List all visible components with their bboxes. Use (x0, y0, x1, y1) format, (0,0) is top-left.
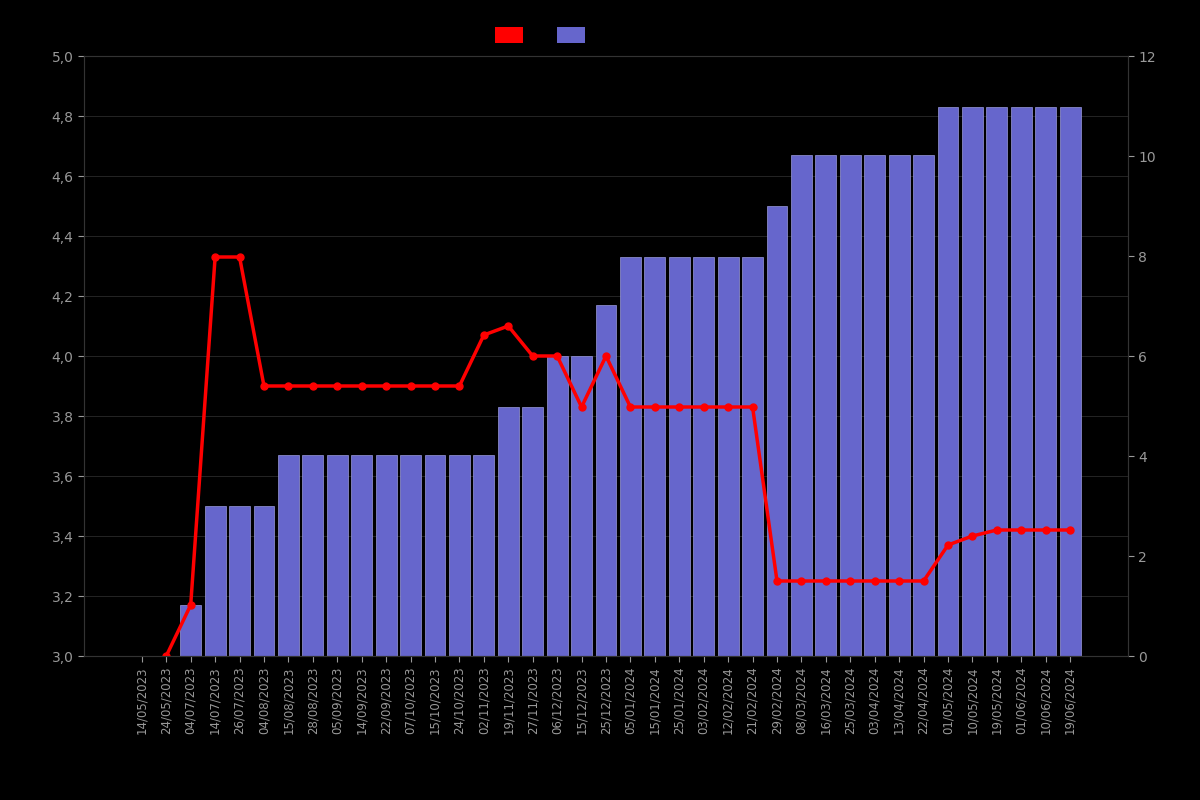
Bar (816, 155, 836, 656)
Bar (791, 155, 812, 656)
Bar (425, 455, 445, 656)
Bar (522, 407, 544, 656)
Bar (986, 107, 1007, 656)
Bar (229, 506, 250, 656)
Bar (278, 455, 299, 656)
Bar (937, 107, 959, 656)
Bar (620, 257, 641, 656)
Bar (571, 356, 592, 656)
Bar (1010, 107, 1032, 656)
Bar (889, 155, 910, 656)
Bar (718, 257, 738, 656)
Bar (400, 455, 421, 656)
Bar (1036, 107, 1056, 656)
Bar (694, 257, 714, 656)
Bar (498, 407, 518, 656)
Legend: , : , (494, 27, 592, 43)
Bar (205, 506, 226, 656)
Bar (352, 455, 372, 656)
Bar (767, 206, 787, 656)
Bar (644, 257, 665, 656)
Bar (547, 356, 568, 656)
Bar (253, 506, 275, 656)
Bar (864, 155, 886, 656)
Bar (742, 257, 763, 656)
Bar (474, 455, 494, 656)
Bar (180, 605, 202, 656)
Bar (962, 107, 983, 656)
Bar (595, 305, 617, 656)
Bar (840, 155, 860, 656)
Bar (449, 455, 470, 656)
Bar (302, 455, 323, 656)
Bar (668, 257, 690, 656)
Bar (376, 455, 396, 656)
Bar (326, 455, 348, 656)
Bar (913, 155, 934, 656)
Bar (1060, 107, 1080, 656)
